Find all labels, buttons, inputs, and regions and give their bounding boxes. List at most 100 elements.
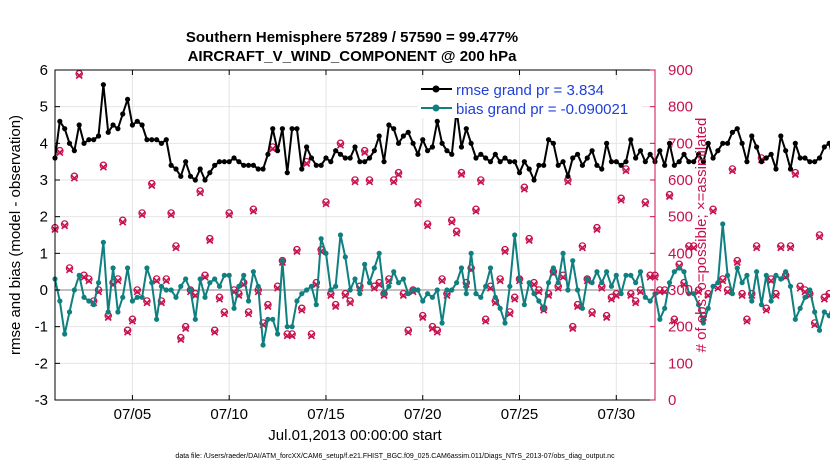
obs-assimilated-point (85, 277, 93, 285)
bias-point (395, 280, 402, 286)
obs-possible-point (157, 297, 166, 305)
rmse-point (783, 148, 789, 154)
bias-point (202, 294, 208, 300)
bias-point (816, 327, 823, 333)
rmse-point (768, 151, 774, 157)
rmse-point (405, 129, 411, 135)
bias-point (454, 280, 460, 286)
obs-possible-point (336, 139, 345, 148)
bias-point (497, 305, 503, 311)
bias-point (318, 236, 324, 242)
rmse-point (715, 148, 721, 154)
obs-possible-point (728, 165, 737, 173)
bias-point (192, 316, 198, 322)
rmse-point (410, 140, 416, 146)
bias-point (279, 258, 286, 264)
rmse-point (110, 122, 116, 128)
rmse-point (144, 137, 150, 143)
rmse-point (608, 159, 615, 165)
y-axis-label-left: rmse and bias (model - observation) (7, 115, 24, 355)
obs-possible-point (738, 289, 746, 298)
rmse-point (487, 159, 494, 165)
bias-point (95, 280, 102, 286)
bias-point (207, 280, 213, 286)
obs-possible-point (201, 271, 209, 280)
obs-possible-point (394, 168, 403, 177)
obs-assimilated-point (670, 317, 678, 325)
obs-possible-point (588, 308, 596, 316)
rmse-point (400, 133, 406, 139)
obs-possible-point (181, 322, 190, 331)
bias-point (139, 294, 145, 300)
chart-title-line2: AIRCRAFT_V_WIND_COMPONENT @ 200 hPa (188, 48, 518, 65)
x-tick-label-2: 07/15 (307, 406, 345, 423)
y-right-tick-label-8: 800 (668, 99, 693, 116)
rmse-point (594, 162, 600, 168)
rmse-point (154, 137, 160, 143)
obs-possible-point (694, 286, 703, 294)
obs-possible-point (510, 293, 519, 302)
rmse-point (279, 126, 286, 132)
y-tick-label-8: 5 (40, 99, 48, 116)
rmse-point (381, 159, 387, 165)
rmse-point (516, 170, 523, 176)
x-tick-label-1: 07/10 (210, 406, 248, 423)
rmse-point (226, 159, 232, 165)
rmse-point (366, 155, 373, 161)
bias-point (284, 324, 290, 330)
rmse-point (105, 129, 111, 135)
bias-point (821, 309, 827, 315)
obs-possible-point (525, 234, 533, 243)
plot-area (55, 70, 655, 400)
rmse-point (395, 140, 402, 146)
obs-possible-point (627, 289, 635, 298)
obs-assimilated-point (598, 284, 606, 292)
obs-possible-point (544, 289, 553, 298)
bias-point (197, 276, 203, 282)
obs-assimilated-point (288, 332, 296, 340)
bias-point (487, 265, 494, 271)
obs-assimilated-point (753, 244, 761, 252)
obs-assimilated-point (99, 163, 107, 171)
bias-point (415, 287, 421, 293)
rmse-point (100, 82, 106, 88)
obs-assimilated-point (714, 284, 722, 292)
obs-assimilated-point (182, 324, 190, 333)
bias-point (666, 280, 673, 286)
bias-point (739, 280, 745, 286)
rmse-point (255, 166, 261, 172)
x-tick-label-0: 07/05 (114, 406, 152, 423)
obs-assimilated-point (762, 306, 770, 314)
rmse-point (579, 162, 586, 168)
obs-possible-point (123, 326, 132, 335)
chart-title-line1: Southern Hemisphere 57289 / 57590 = 99.4… (186, 29, 518, 46)
rmse-point (734, 126, 740, 132)
obs-possible-point (210, 326, 219, 335)
bias-point (444, 287, 450, 293)
bias-point (628, 272, 634, 278)
bias-point (434, 287, 440, 293)
obs-possible-point (220, 308, 229, 316)
obs-assimilated-point (225, 211, 233, 219)
obs-possible-point (602, 311, 611, 320)
rmse-point (173, 166, 179, 172)
rmse-point (536, 162, 542, 168)
bias-point (710, 283, 716, 289)
obs-assimilated-point (201, 273, 209, 281)
obs-assimilated-point (351, 178, 359, 186)
bias-point (342, 254, 348, 260)
obs-assimilated-point (607, 295, 616, 303)
bias-point (802, 294, 808, 300)
y-axis-right: 0 100 200 300 400 500 600 700 800 900 (650, 62, 693, 409)
bias-point (76, 272, 82, 278)
bias-point (124, 265, 131, 271)
obs-possible-point (128, 315, 137, 324)
bias-point (826, 313, 830, 319)
obs-assimilated-point (138, 211, 146, 219)
y-right-tick-label-9: 900 (668, 62, 693, 79)
bias-point (149, 280, 155, 286)
rmse-point (637, 148, 644, 154)
bias-point (371, 265, 377, 271)
rmse-point (681, 151, 687, 157)
bias-point (410, 287, 416, 293)
